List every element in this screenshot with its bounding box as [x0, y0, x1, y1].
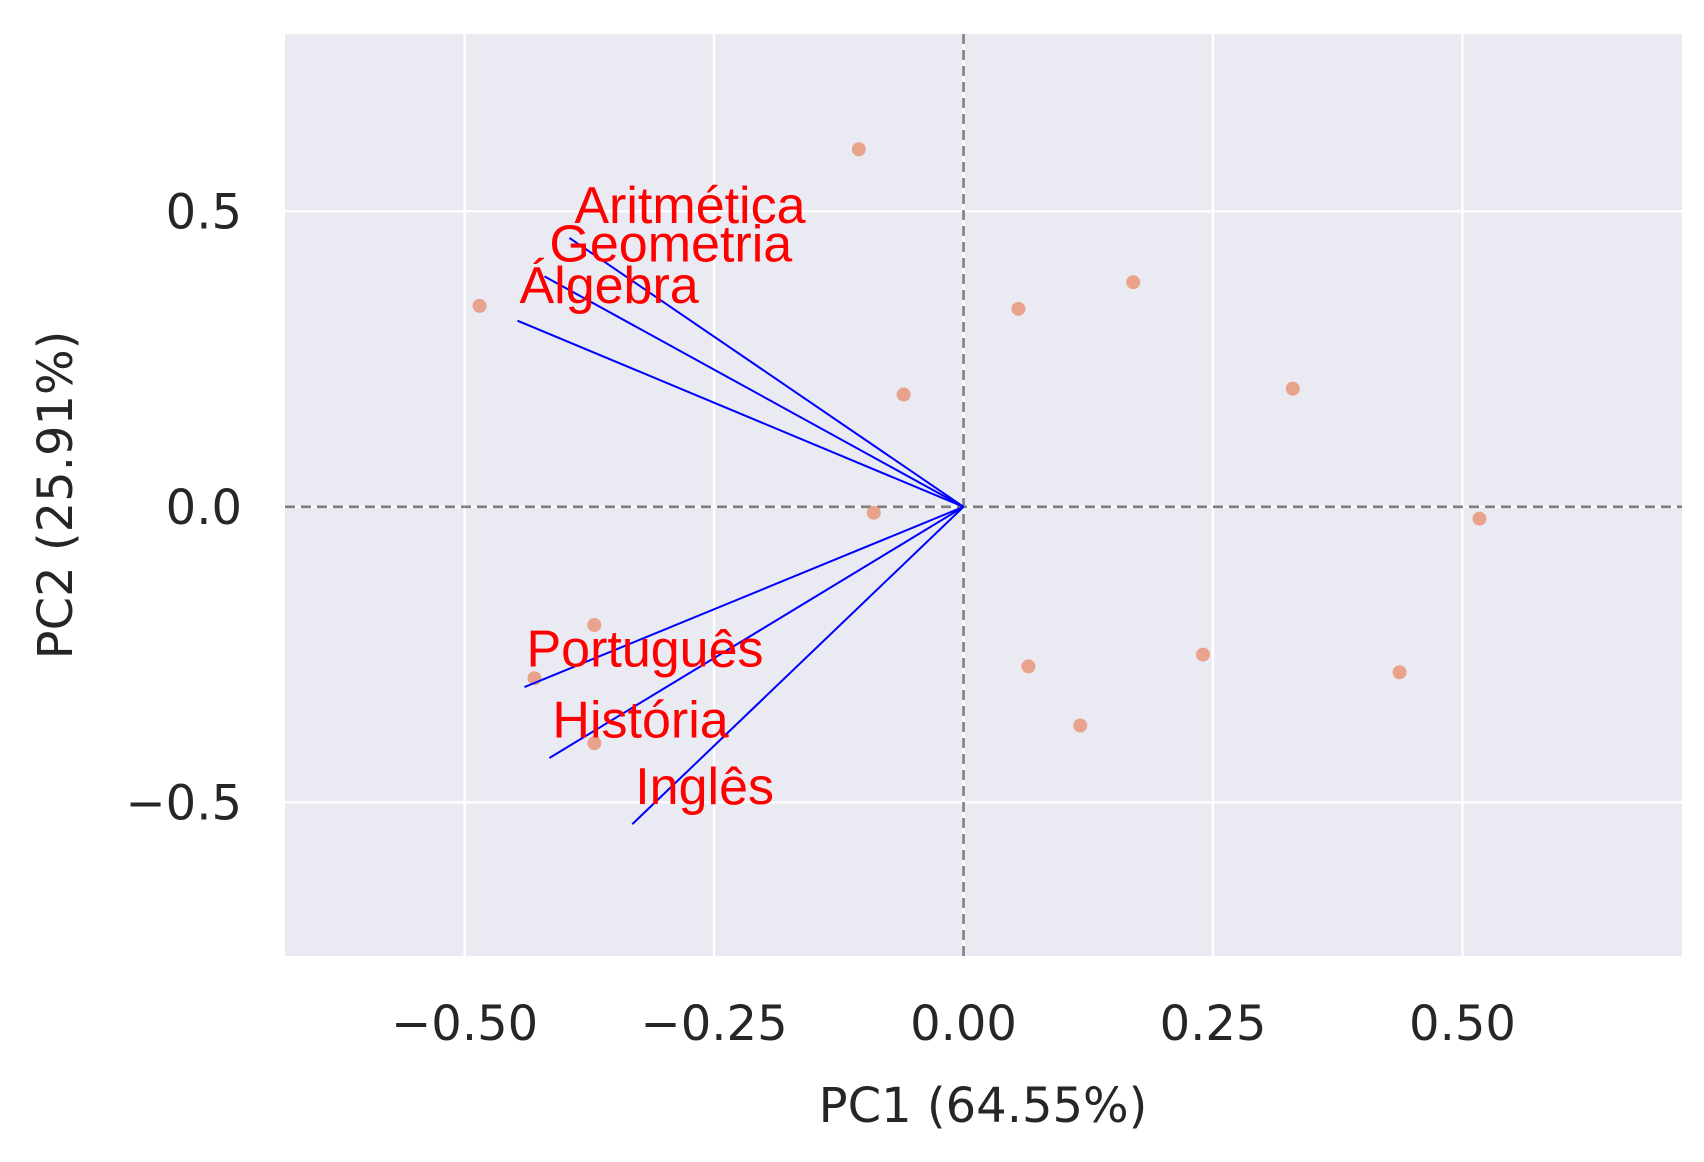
- loading-label: Aritmética: [574, 177, 805, 235]
- score-point: [1196, 647, 1211, 662]
- x-tick-label: 0.00: [910, 996, 1017, 1052]
- loading-arrow: [543, 275, 965, 508]
- x-tick-labels: −0.50 −0.25 0.00 0.25 0.50: [391, 996, 1516, 1052]
- x-tick-label: 0.25: [1160, 996, 1267, 1052]
- score-point: [896, 387, 911, 402]
- y-axis-label: PC2 (25.91%): [28, 331, 84, 660]
- score-point: [851, 142, 866, 157]
- loading-label: Álgebra: [519, 257, 698, 315]
- x-tick-label: −0.25: [641, 996, 788, 1052]
- x-tick-label: 0.50: [1409, 996, 1516, 1052]
- loading-arrow: [568, 237, 965, 508]
- x-tick-label: −0.50: [391, 996, 538, 1052]
- x-axis-label: PC1 (64.55%): [819, 1078, 1148, 1134]
- score-point: [1285, 381, 1300, 396]
- score-point: [472, 298, 487, 313]
- score-point: [1011, 301, 1026, 316]
- loading-label: História: [552, 691, 728, 749]
- y-tick-label: 0.0: [166, 480, 242, 536]
- loading-arrow: [524, 505, 964, 689]
- loading-label: Português: [526, 620, 763, 678]
- loading-label: Inglês: [635, 758, 774, 816]
- score-point: [1472, 511, 1487, 526]
- loading-label: Geometria: [549, 216, 792, 274]
- plot-background: [285, 34, 1682, 956]
- y-tick-label: −0.5: [125, 775, 242, 831]
- score-point: [1073, 718, 1088, 733]
- y-tick-label: 0.5: [166, 184, 242, 240]
- reference-lines: [285, 34, 1682, 956]
- loading-arrow: [517, 319, 964, 508]
- score-point: [587, 618, 602, 633]
- loading-arrows: [517, 237, 965, 825]
- loading-arrow: [548, 505, 965, 759]
- score-point: [1021, 659, 1036, 674]
- loading-arrow: [631, 506, 965, 825]
- score-point: [1126, 275, 1141, 290]
- score-point: [587, 736, 602, 751]
- score-point: [866, 505, 881, 520]
- score-points: [472, 142, 1487, 751]
- y-tick-labels: −0.5 0.0 0.5: [125, 184, 242, 831]
- score-point: [1392, 665, 1407, 680]
